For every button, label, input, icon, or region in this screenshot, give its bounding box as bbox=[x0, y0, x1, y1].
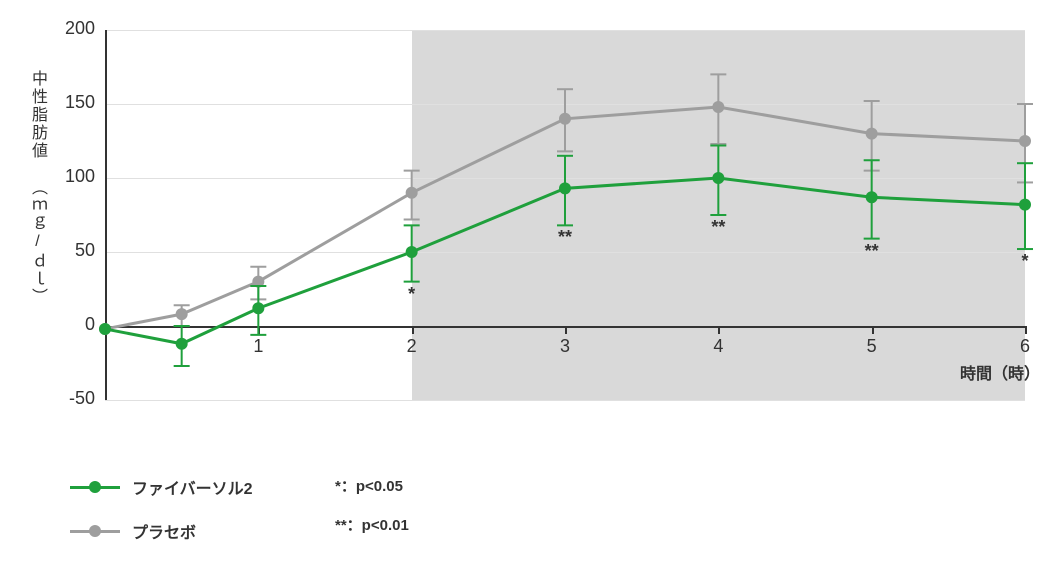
significance-marker: ** bbox=[711, 217, 725, 238]
series-marker bbox=[1019, 135, 1031, 147]
y-tick-label: 200 bbox=[45, 18, 95, 39]
legend-label: ファイバーソル2 bbox=[132, 475, 253, 499]
series-marker bbox=[252, 302, 264, 314]
y-tick-label: -50 bbox=[45, 388, 95, 409]
series-marker bbox=[99, 323, 111, 335]
x-tick-label: 5 bbox=[857, 336, 887, 357]
pvalue-notes: *：p<0.05 **：p<0.01 bbox=[335, 475, 409, 553]
legend-line-icon bbox=[70, 486, 120, 489]
legend-label: プラセボ bbox=[132, 519, 196, 543]
x-tick-label: 6 bbox=[1010, 336, 1040, 357]
chart-container: 中性脂肪値 （ｍｇ/ｄｌ） 時間（時） ファイバーソル2 プラセボ *：p<0.… bbox=[0, 0, 1044, 562]
series-marker bbox=[559, 113, 571, 125]
series-marker bbox=[406, 246, 418, 258]
y-tick-label: 0 bbox=[45, 314, 95, 335]
series-marker bbox=[712, 101, 724, 113]
y-tick-label: 50 bbox=[45, 240, 95, 261]
series-marker bbox=[176, 338, 188, 350]
significance-marker: ** bbox=[558, 227, 572, 248]
gridline bbox=[105, 400, 1025, 401]
x-tick-label: 4 bbox=[703, 336, 733, 357]
significance-marker: * bbox=[408, 284, 415, 305]
legend-item-placebo: プラセボ bbox=[70, 519, 253, 543]
x-tick-label: 2 bbox=[397, 336, 427, 357]
legend-marker-icon bbox=[89, 525, 101, 537]
series-marker bbox=[176, 308, 188, 320]
legend-marker-icon bbox=[89, 481, 101, 493]
significance-marker: * bbox=[1021, 251, 1028, 272]
series-marker bbox=[866, 191, 878, 203]
significance-marker: ** bbox=[865, 241, 879, 262]
x-tick-label: 3 bbox=[550, 336, 580, 357]
y-tick-label: 100 bbox=[45, 166, 95, 187]
x-tick-label: 1 bbox=[243, 336, 273, 357]
series-marker bbox=[406, 187, 418, 199]
legend-item-fibersol: ファイバーソル2 bbox=[70, 475, 253, 499]
y-tick-label: 150 bbox=[45, 92, 95, 113]
x-tick bbox=[1025, 326, 1027, 334]
legend: ファイバーソル2 プラセボ bbox=[70, 475, 253, 563]
series-marker bbox=[1019, 199, 1031, 211]
x-axis-title: 時間（時） bbox=[960, 360, 1040, 384]
pvalue-note: **：p<0.01 bbox=[335, 514, 409, 535]
series-marker bbox=[866, 128, 878, 140]
legend-line-icon bbox=[70, 530, 120, 533]
pvalue-note: *：p<0.05 bbox=[335, 475, 409, 496]
series-marker bbox=[712, 172, 724, 184]
series-marker bbox=[559, 182, 571, 194]
